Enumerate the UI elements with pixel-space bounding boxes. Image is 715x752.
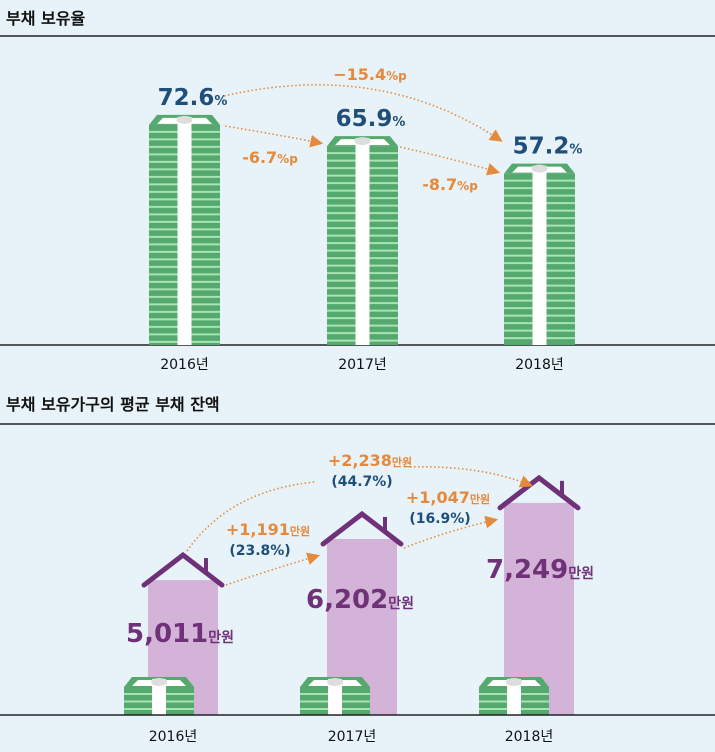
value-number: 57.2 [513,134,570,160]
house-roof [141,551,225,588]
stack-knot [506,678,522,686]
x-tick-label: 2017년 [338,357,387,373]
stack-knot [151,678,167,686]
stack-knot [354,137,371,146]
stack-band [355,138,370,345]
change-percent: (16.9%) [409,511,470,527]
stack-knot [176,115,193,124]
value-label: 72.6% [158,85,228,111]
change-unit: 만원 [392,455,412,469]
change-unit: %p [277,152,298,166]
stack-knot [327,678,343,686]
x-tick-label: 2018년 [505,729,554,745]
stack-band [532,165,547,345]
house-roof [320,510,404,547]
change-label: +1,047만원 [406,488,490,507]
change-unit: %p [386,69,407,83]
x-tick-label: 2016년 [160,357,209,373]
value-unit: % [569,143,582,158]
arrow-2016-2018 [223,84,503,142]
value-number: 65.9 [336,106,393,132]
money-stack-icon [149,114,220,345]
money-stack-icon [300,677,370,715]
value-label: 7,249만원 [486,555,594,585]
arrow-2016-2017 [225,552,321,586]
money-stack-icon [124,677,194,715]
change-label: +2,238만원 [328,451,412,470]
arrow-2016-2018 [186,466,530,552]
change-value: +2,238 [328,451,392,470]
change-label: -8.7%p [422,175,478,194]
value-number: 5,011 [126,619,208,649]
stack-band [507,679,521,715]
change-label: -6.7%p [242,148,298,167]
change-value: −15.4 [333,65,386,84]
change-value: +1,047 [406,488,470,507]
value-unit: % [214,94,227,109]
money-stack-icon [327,136,398,345]
value-number: 7,249 [486,555,568,585]
change-value: -8.7 [422,175,457,194]
change-value: -6.7 [242,148,277,167]
x-tick-label: 2017년 [328,729,377,745]
change-percent: (23.8%) [229,543,290,559]
value-label: 5,011만원 [126,619,234,649]
chart2-title: 부채 보유가구의 평균 부채 잔액 [6,395,220,414]
stack-band [177,116,192,345]
value-number: 72.6 [158,85,215,111]
arrow-2017-2018 [399,146,501,176]
value-number: 6,202 [306,585,388,615]
value-unit: % [392,115,405,130]
value-unit: 만원 [388,596,414,612]
change-unit: 만원 [290,524,310,538]
change-unit: %p [457,179,478,193]
change-percent: (44.7%) [331,474,392,490]
value-label: 65.9% [336,106,406,132]
money-stack-icon [479,677,549,715]
value-unit: 만원 [568,566,594,582]
value-unit: 만원 [208,630,234,646]
change-value: +1,191 [226,520,290,539]
change-label: −15.4%p [333,65,407,84]
change-unit: 만원 [470,492,490,506]
money-stack-icon [504,163,575,345]
stack-band [152,679,166,715]
x-tick-label: 2018년 [515,357,564,373]
value-label: 6,202만원 [306,585,414,615]
arrow-2017-2018 [403,515,499,549]
change-label: +1,191만원 [226,520,310,539]
x-tick-label: 2016년 [149,729,198,745]
stack-band [328,679,342,715]
chart1-title: 부채 보유율 [6,9,85,28]
arrow-2016-2017 [224,125,324,148]
stack-knot [531,164,548,173]
value-label: 57.2% [513,134,583,160]
